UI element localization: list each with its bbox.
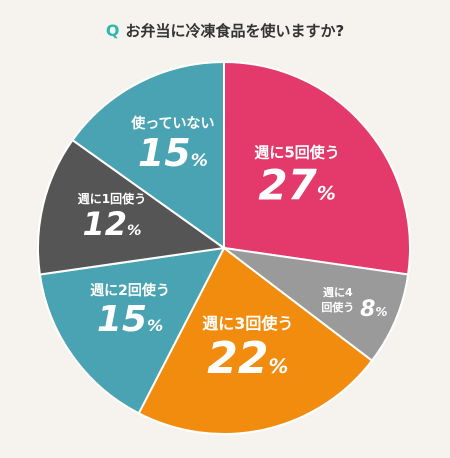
- pie-slice: [137, 246, 374, 435]
- pie-slice: [38, 246, 226, 415]
- question-mark-label: Q: [105, 21, 120, 40]
- slice-label: 週に2回使う: [90, 282, 170, 299]
- pie-slice: [220, 246, 410, 363]
- slice-label: 週に3回使う: [202, 314, 293, 333]
- slice-label: 週に1回使う: [78, 191, 146, 206]
- slice-label: 週に5回使う: [254, 144, 339, 162]
- chart-title: Q お弁当に冷凍食品を使いますか?: [0, 20, 450, 41]
- pie-slice: [223, 60, 411, 276]
- slice-label: 使っていない: [130, 115, 214, 132]
- slice-label: 週に4 回使う: [321, 285, 354, 314]
- question-text: お弁当に冷凍食品を使いますか?: [125, 22, 345, 40]
- pie-slice: [37, 138, 227, 276]
- slice-value: 22%: [207, 333, 288, 384]
- pie-slice: [71, 60, 225, 250]
